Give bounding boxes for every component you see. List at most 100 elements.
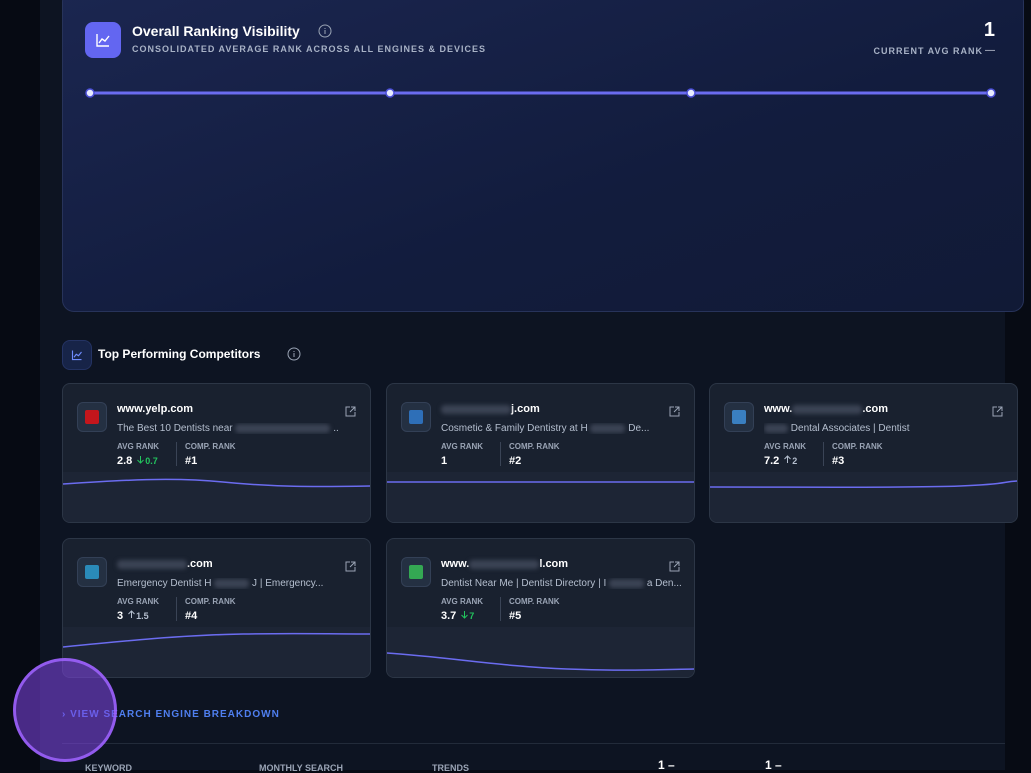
- separator: [176, 597, 177, 621]
- description-text: Emergency Dentist H: [117, 578, 212, 589]
- domain-text: www.: [764, 403, 793, 415]
- domain: j.com: [441, 403, 540, 415]
- avg-rank-value: 3: [117, 610, 124, 622]
- logo: [77, 402, 107, 432]
- chart-icon: [85, 22, 121, 58]
- separator: [823, 442, 824, 466]
- sparkline: [63, 472, 370, 522]
- avg-rank-label: AVG RANK: [441, 442, 484, 451]
- trend-line: [85, 88, 996, 98]
- external-link: [345, 404, 356, 422]
- comp-rank: #4: [185, 610, 198, 622]
- rank-change: 7: [460, 611, 474, 621]
- description: Dental Associates | Dentist: [764, 423, 1004, 434]
- description-text: J | Emergency...: [252, 578, 324, 589]
- blurred-text: [235, 423, 331, 433]
- avg-rank: 7.2 2: [764, 455, 797, 467]
- blurred-text: [590, 423, 626, 433]
- divider: [62, 743, 1005, 744]
- table-header: 1 –: [765, 758, 782, 772]
- description-text: Dentist Near Me | Dentist Directory | I: [441, 578, 607, 589]
- competitor-card: www. l.com Dentist Near Me | Dentist Direc…: [386, 538, 695, 678]
- blurred-text: [469, 559, 540, 569]
- table-header: KEYWORD: [85, 763, 132, 773]
- domain-text: www.: [441, 558, 470, 570]
- separator: [500, 597, 501, 621]
- comp-rank-label: COMP. RANK: [509, 442, 560, 451]
- table-header: MONTHLY SEARCH: [259, 763, 344, 773]
- rank-change: 0.7: [136, 456, 158, 466]
- rank-change: 2: [783, 455, 798, 466]
- avg-rank-label: AVG RANK: [117, 597, 160, 606]
- domain: www. l.com: [441, 558, 568, 570]
- sparkline: [387, 472, 694, 522]
- description: Dentist Near Me | Dentist Directory | I …: [441, 578, 681, 589]
- comp-rank: #5: [509, 610, 522, 622]
- description-text: ..: [333, 423, 339, 434]
- comp-rank-label: COMP. RANK: [185, 442, 236, 451]
- domain-text: l.com: [539, 558, 569, 570]
- comp-rank-label: COMP. RANK: [832, 442, 883, 451]
- info-icon[interactable]: [318, 24, 332, 38]
- avg-rank: 3 1.5: [117, 610, 149, 622]
- visibility-card: [62, 0, 1024, 312]
- external-link: [669, 404, 680, 422]
- blurred-text: [117, 559, 187, 569]
- change-value: 7: [469, 611, 475, 621]
- external-link: [669, 559, 680, 577]
- sparkline: [387, 627, 694, 677]
- table-header: 1 –: [658, 758, 675, 772]
- competitor-card: www.yelp.com The Best 10 Dentists near ..…: [62, 383, 371, 523]
- description-text: De...: [628, 423, 650, 434]
- cursor-highlight: [13, 658, 117, 762]
- domain-text: www.yelp.com: [117, 403, 194, 415]
- external-link: [345, 559, 356, 577]
- domain-text: j.com: [511, 403, 540, 415]
- blurred-text: [214, 578, 250, 588]
- avg-rank-value: 1: [441, 455, 448, 467]
- sparkline: [63, 627, 370, 677]
- change-value: 2: [792, 456, 798, 466]
- avg-rank: 1: [441, 455, 447, 467]
- description-text: Cosmetic & Family Dentistry at H: [441, 423, 588, 434]
- comp-rank-label: COMP. RANK: [509, 597, 560, 606]
- subtitle: CONSOLIDATED AVERAGE RANK ACROSS ALL ENG…: [132, 44, 487, 54]
- link-text[interactable]: VIEW SEARCH ENGINE BREAKDOWN: [70, 709, 280, 720]
- domain: .com: [117, 558, 213, 570]
- avg-rank-value: 2.8: [117, 455, 133, 467]
- domain-text: .com: [187, 558, 213, 570]
- avg-rank-value: 7.2: [764, 455, 780, 467]
- competitor-card: .com Emergency Dentist H J | Emergency...…: [62, 538, 371, 678]
- logo: [401, 402, 431, 432]
- rank-change: —: [985, 45, 995, 56]
- section-icon: [62, 340, 92, 370]
- description-text: a Den...: [646, 578, 681, 589]
- rank-change: 1.5: [127, 610, 149, 621]
- rank-label: CURRENT AVG RANK: [873, 46, 983, 56]
- comp-rank-label: COMP. RANK: [185, 597, 236, 606]
- logo: [401, 557, 431, 587]
- rank-value: 1: [983, 19, 995, 41]
- separator: [500, 442, 501, 466]
- avg-rank-label: AVG RANK: [441, 597, 484, 606]
- blurred-text: [609, 578, 645, 588]
- avg-rank-label: AVG RANK: [764, 442, 807, 451]
- domain-text: .com: [862, 403, 889, 415]
- description-text: The Best 10 Dentists near: [117, 423, 233, 434]
- blurred-text: [792, 404, 863, 414]
- description: Emergency Dentist H J | Emergency...: [117, 578, 357, 589]
- comp-rank: #1: [185, 455, 198, 467]
- description: The Best 10 Dentists near ..: [117, 423, 357, 434]
- info-icon[interactable]: [287, 347, 301, 361]
- change-value: 1.5: [136, 611, 149, 621]
- table-header: TRENDS: [432, 763, 470, 773]
- external-link: [992, 404, 1003, 422]
- competitor-card: j.com Cosmetic & Family Dentistry at H De…: [386, 383, 695, 523]
- logo: [77, 557, 107, 587]
- sparkline: [710, 472, 1017, 522]
- avg-rank-label: AVG RANK: [117, 442, 160, 451]
- sidebar: [0, 0, 40, 770]
- description: Cosmetic & Family Dentistry at H De...: [441, 423, 681, 434]
- blurred-text: [441, 404, 511, 414]
- blurred-text: [764, 423, 788, 433]
